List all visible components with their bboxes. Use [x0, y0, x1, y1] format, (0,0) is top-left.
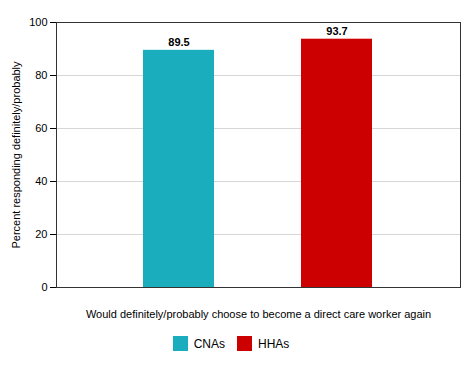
svg-text:0: 0: [41, 281, 47, 293]
svg-text:20: 20: [35, 228, 47, 240]
svg-text:40: 40: [35, 175, 47, 187]
svg-text:89.5: 89.5: [168, 36, 189, 48]
svg-text:Percent responding definitely/: Percent responding definitely/probably: [10, 61, 22, 249]
svg-text:Would definitely/probably choo: Would definitely/probably choose to beco…: [86, 308, 431, 320]
html-text:CNAs: CNAs: [193, 336, 225, 351]
svg-text:100: 100: [29, 16, 47, 28]
svg-text:60: 60: [35, 122, 47, 134]
html-text:HHAs: HHAs: [258, 336, 290, 351]
svg-text:93.7: 93.7: [326, 25, 347, 37]
svg-text:80: 80: [35, 69, 47, 81]
